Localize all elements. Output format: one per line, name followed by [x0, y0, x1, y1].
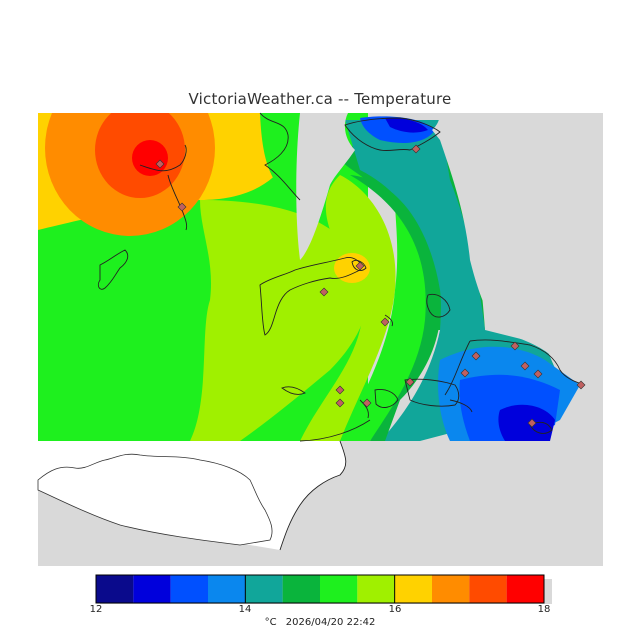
scale-band [170, 575, 208, 603]
station-marker [520, 361, 530, 371]
scale-band [282, 575, 320, 603]
station-marker [471, 351, 481, 361]
station-marker [362, 398, 372, 408]
coastlines [97, 112, 586, 551]
color-scale [95, 575, 545, 603]
scale-band [96, 575, 134, 603]
bay-water [37, 453, 273, 546]
scale-tick-labels: 12 14 16 18 [0, 604, 640, 618]
tick-label-12: 12 [89, 604, 103, 615]
tick-label-18: 18 [537, 604, 551, 615]
scale-band [394, 575, 432, 603]
station-marker [510, 341, 520, 351]
station-marker [335, 385, 345, 395]
station-marker [576, 380, 586, 390]
temperature-field [38, 113, 603, 441]
station-marker [533, 369, 543, 379]
color-scale-border [95, 574, 545, 604]
scale-band [245, 575, 283, 603]
tick-label-14: 14 [238, 604, 252, 615]
station-marker [405, 377, 415, 387]
scale-band [133, 575, 171, 603]
station-marker [335, 398, 345, 408]
scale-band [208, 575, 246, 603]
station-marker [527, 418, 537, 428]
station-marker [355, 261, 365, 271]
timestamp: 2026/04/20 22:42 [285, 617, 376, 628]
scale-band [432, 575, 470, 603]
scale-band [506, 575, 544, 603]
station-marker [460, 368, 470, 378]
station-marker [155, 159, 165, 169]
station-marker [380, 317, 390, 327]
scale-band [320, 575, 358, 603]
map-title: VictoriaWeather.ca -- Temperature [188, 90, 452, 108]
scale-band [469, 575, 507, 603]
station-marker [177, 202, 187, 212]
stations [155, 144, 586, 428]
station-marker [411, 144, 421, 154]
unit-label: °C [264, 617, 277, 628]
tick-label-16: 16 [388, 604, 402, 615]
scale-band [357, 575, 395, 603]
scale-footer: °C 2026/04/20 22:42 [0, 617, 640, 628]
station-marker [319, 287, 329, 297]
